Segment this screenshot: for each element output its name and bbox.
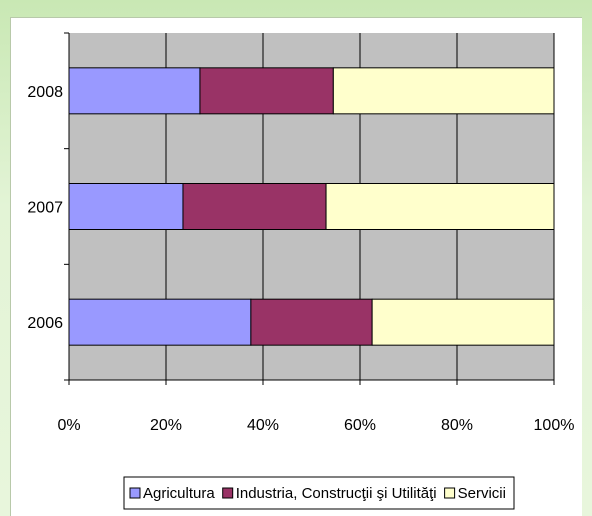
bar-2007-3 bbox=[325, 183, 555, 230]
axes: 2006 2007 2008 0% 20% 40% 60% 80% 100% bbox=[27, 32, 575, 434]
x-tick-label: 60% bbox=[344, 417, 376, 434]
bar-2006-2 bbox=[250, 298, 373, 346]
legend-swatch bbox=[444, 487, 456, 499]
bar-2006-3 bbox=[371, 298, 555, 346]
legend-swatch bbox=[129, 487, 141, 499]
x-tick-label: 0% bbox=[57, 417, 80, 434]
legend: Agricultura Industria, Construcţii şi Uti… bbox=[123, 476, 515, 510]
bar-2007-1 bbox=[68, 183, 184, 230]
y-tick-label: 2006 bbox=[27, 315, 63, 332]
y-tick-label: 2007 bbox=[27, 200, 63, 217]
legend-swatch bbox=[222, 487, 234, 499]
bar-2008-2 bbox=[199, 67, 334, 115]
bar-2007-2 bbox=[182, 183, 327, 230]
bar-2008-1 bbox=[68, 67, 201, 115]
legend-item: Industria, Construcţii şi Utilităţi bbox=[222, 485, 437, 502]
legend-item: Agricultura bbox=[129, 485, 215, 502]
legend-label: Industria, Construcţii şi Utilităţi bbox=[236, 485, 437, 502]
legend-label: Agricultura bbox=[143, 485, 215, 502]
bar-2006-1 bbox=[68, 298, 252, 346]
legend-item: Servicii bbox=[444, 485, 506, 502]
y-tick-label: 2008 bbox=[27, 84, 63, 101]
x-tick-label: 40% bbox=[247, 417, 279, 434]
legend-label: Servicii bbox=[458, 485, 506, 502]
bar-2008-3 bbox=[332, 67, 555, 115]
x-tick-label: 80% bbox=[441, 417, 473, 434]
x-tick-label: 20% bbox=[150, 417, 182, 434]
x-tick-label: 100% bbox=[534, 417, 575, 434]
bars-group bbox=[68, 67, 555, 346]
